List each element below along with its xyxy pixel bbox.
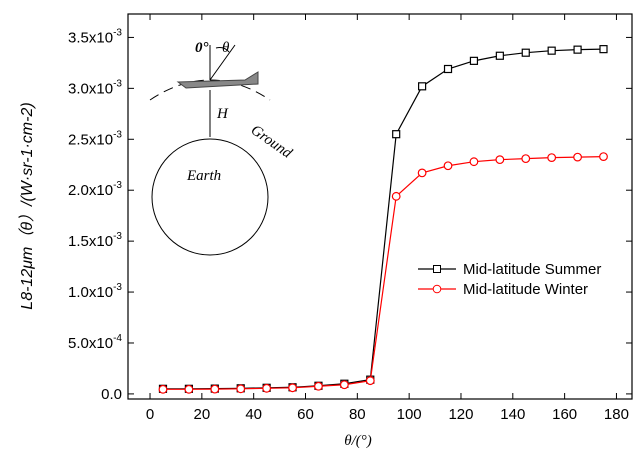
- marker: [339, 380, 349, 390]
- y-tick-label-base: 5.0x10: [68, 335, 113, 352]
- marker: [573, 45, 582, 54]
- x-tick-label: 0: [146, 406, 154, 423]
- legend-marker: [433, 265, 441, 273]
- marker: [495, 51, 504, 60]
- y-tick-label: 1.5x10-3: [68, 231, 122, 250]
- earth-circle: [151, 138, 269, 256]
- annotation: 0°: [195, 40, 209, 56]
- x-tick-label: 60: [297, 406, 314, 423]
- marker: [158, 384, 168, 394]
- y-tick-label-base: 1.0x10: [68, 284, 113, 301]
- marker: [236, 384, 246, 394]
- annotation: Ground: [248, 122, 295, 162]
- y-tick-label-base: 1.5x10: [68, 233, 113, 250]
- x-tick-label: 40: [245, 406, 262, 423]
- marker: [392, 130, 401, 139]
- y-tick-label: 1.0x10-3: [68, 282, 122, 301]
- x-tick-label: 180: [604, 406, 629, 423]
- marker: [469, 157, 479, 167]
- x-axis-label: θ/(°): [344, 433, 372, 449]
- x-tick-label: 120: [448, 406, 473, 423]
- annotation: θ: [222, 40, 230, 56]
- marker: [443, 64, 453, 74]
- y-axis-label: L8-12μm（θ）/(W·sr-1·cm-2): [18, 102, 36, 309]
- annotation: Earth: [186, 168, 221, 184]
- y-tick-label-exp: -3: [113, 78, 122, 89]
- plot-frame: [127, 13, 633, 400]
- y-tick-label: 0.0: [101, 386, 122, 403]
- marker: [391, 191, 401, 201]
- angle-arc: [215, 47, 230, 53]
- y-tick-label-exp: -3: [113, 231, 122, 242]
- y-tick-label: 2.0x10-3: [68, 180, 122, 199]
- x-tick-label: 140: [500, 406, 525, 423]
- marker: [443, 161, 453, 171]
- y-tick-label-base: 3.0x10: [68, 80, 113, 97]
- marker: [521, 48, 530, 57]
- y-tick-label-exp: -3: [113, 129, 122, 140]
- y-tick-label-exp: -4: [113, 333, 122, 344]
- marker: [495, 155, 505, 165]
- y-tick-label-base: 2.0x10: [68, 182, 113, 199]
- marker: [573, 152, 582, 162]
- series-line: [162, 48, 604, 390]
- y-tick-label: 3.0x10-3: [68, 78, 122, 97]
- view-line: [209, 44, 236, 81]
- marker: [210, 384, 220, 394]
- legend-label: Mid-latitude Winter: [463, 281, 588, 298]
- marker: [417, 168, 427, 178]
- y-tick-label-base: 3.5x10: [68, 29, 113, 46]
- y-tick-label-base: 2.5x10: [68, 131, 113, 148]
- marker: [599, 152, 608, 161]
- marker: [314, 381, 323, 391]
- plane: [176, 71, 259, 89]
- marker: [184, 384, 194, 394]
- annotation: H: [216, 106, 229, 122]
- marker: [365, 376, 375, 386]
- x-tick-label: 160: [552, 406, 577, 423]
- inset-diagram: [149, 44, 271, 256]
- marker: [547, 153, 557, 163]
- marker: [547, 46, 556, 55]
- x-tick-label: 100: [397, 406, 422, 423]
- y-tick-label: 3.5x10-3: [68, 27, 122, 46]
- x-tick-label: 80: [349, 406, 366, 423]
- marker: [521, 154, 531, 164]
- legend-marker: [432, 284, 442, 294]
- y-tick-label: 5.0x10-4: [68, 333, 122, 352]
- marker: [418, 82, 427, 91]
- x-tick-label: 20: [194, 406, 211, 423]
- marker: [469, 56, 479, 65]
- y-tick-label-exp: -3: [113, 27, 122, 38]
- y-tick-label: 2.5x10-3: [68, 129, 122, 148]
- marker: [262, 383, 272, 393]
- y-tick-label-exp: -3: [113, 282, 122, 293]
- marker: [288, 383, 297, 393]
- legend-label: Mid-latitude Summer: [463, 261, 601, 278]
- marker: [599, 45, 608, 54]
- y-tick-label-exp: -3: [113, 180, 122, 191]
